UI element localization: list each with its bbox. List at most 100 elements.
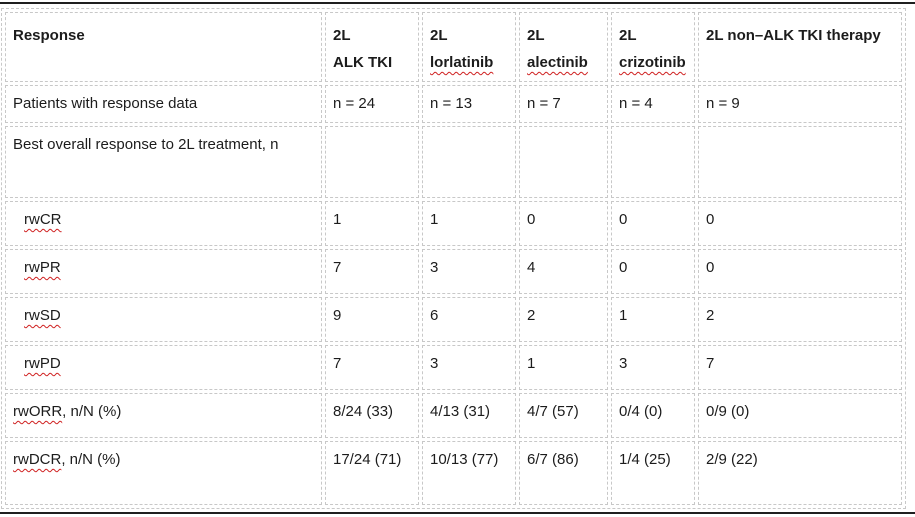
- value-cell: [519, 126, 608, 198]
- cell-value: 7: [333, 259, 342, 276]
- cell-value: 2: [706, 307, 715, 324]
- value-cell: 2: [519, 297, 608, 342]
- bottom-rule: [0, 512, 915, 514]
- row-label-cell: rwSD: [5, 297, 322, 342]
- cell-value: 0: [706, 259, 715, 276]
- value-cell: [422, 126, 516, 198]
- header-label-line2-misspelled: lorlatinib: [430, 54, 494, 71]
- row-label-cell: rwORR, n/N (%): [5, 393, 322, 438]
- row-patients-with-response-data: Patients with response data n = 24 n = 1…: [5, 85, 902, 123]
- row-rwpr: rwPR 7 3 4 0 0: [5, 249, 902, 294]
- value-cell: 0: [698, 249, 902, 294]
- value-cell: n = 7: [519, 85, 608, 123]
- cell-value: 17/24 (71): [333, 451, 402, 468]
- cell-value: 0: [619, 211, 628, 228]
- row-label-cell: Best overall response to 2L treatment, n: [5, 126, 322, 198]
- cell-value: 3: [430, 259, 439, 276]
- row-label-text: , n/N (%): [61, 451, 121, 468]
- value-cell: 0: [611, 249, 695, 294]
- header-label-line2: ALK TKI: [333, 54, 393, 71]
- cell-value: 0/4 (0): [619, 403, 663, 420]
- cell-value: 6/7 (86): [527, 451, 579, 468]
- header-2l-alectinib: 2L alectinib: [519, 12, 608, 82]
- cell-value: 0/9 (0): [706, 403, 750, 420]
- row-label-misspelled-part: rwCR: [24, 211, 62, 228]
- value-cell: 4/7 (57): [519, 393, 608, 438]
- header-2l-non-alk-tki-therapy: 2L non–ALK TKI therapy: [698, 12, 902, 82]
- row-label-text: Patients with response data: [13, 95, 198, 112]
- value-cell: 10/13 (77): [422, 441, 516, 505]
- row-label-misspelled-part: rwDCR: [13, 451, 62, 468]
- header-label: Response: [13, 27, 85, 44]
- header-row: Response 2L ALK TKI 2L lorlatinib 2L ale…: [5, 12, 902, 82]
- header-label-line1: 2L: [333, 27, 351, 44]
- header-label-line1: 2L: [527, 27, 545, 44]
- value-cell: 1: [519, 345, 608, 390]
- cell-value: 7: [706, 355, 715, 372]
- value-cell: 0: [519, 201, 608, 246]
- value-cell: 4: [519, 249, 608, 294]
- header-label-line1: 2L non–ALK TKI therapy: [706, 27, 881, 44]
- row-rwcr: rwCR 1 1 0 0 0: [5, 201, 902, 246]
- value-cell: [698, 126, 902, 198]
- header-2l-alk-tki: 2L ALK TKI: [325, 12, 419, 82]
- row-rwpd: rwPD 7 3 1 3 7: [5, 345, 902, 390]
- value-cell: 7: [698, 345, 902, 390]
- cell-value: n = 4: [619, 95, 653, 112]
- cell-value: 0: [619, 259, 628, 276]
- cell-value: 2: [527, 307, 536, 324]
- row-label-cell: Patients with response data: [5, 85, 322, 123]
- row-rwdcr: rwDCR, n/N (%) 17/24 (71) 10/13 (77) 6/7…: [5, 441, 902, 505]
- value-cell: 0: [611, 201, 695, 246]
- cell-value: 3: [619, 355, 628, 372]
- cell-value: 1: [333, 211, 342, 228]
- cell-value: 1: [430, 211, 439, 228]
- value-cell: n = 24: [325, 85, 419, 123]
- value-cell: 6: [422, 297, 516, 342]
- cell-value: 9: [333, 307, 342, 324]
- value-cell: 9: [325, 297, 419, 342]
- value-cell: 0: [698, 201, 902, 246]
- cell-value: n = 9: [706, 95, 740, 112]
- cell-value: 0: [706, 211, 715, 228]
- row-label-cell: rwDCR, n/N (%): [5, 441, 322, 505]
- value-cell: 17/24 (71): [325, 441, 419, 505]
- table-container: Response 2L ALK TKI 2L lorlatinib 2L ale…: [0, 4, 915, 512]
- value-cell: 7: [325, 345, 419, 390]
- cell-value: 10/13 (77): [430, 451, 499, 468]
- header-response: Response: [5, 12, 322, 82]
- cell-value: n = 7: [527, 95, 561, 112]
- value-cell: 3: [422, 249, 516, 294]
- cell-value: 2/9 (22): [706, 451, 758, 468]
- value-cell: 3: [611, 345, 695, 390]
- header-label-line2-misspelled: crizotinib: [619, 54, 686, 71]
- cell-value: 8/24 (33): [333, 403, 394, 420]
- cell-value: 7: [333, 355, 342, 372]
- header-label-line1: 2L: [430, 27, 448, 44]
- cell-value: n = 24: [333, 95, 376, 112]
- value-cell: [611, 126, 695, 198]
- row-best-overall-response: Best overall response to 2L treatment, n: [5, 126, 902, 198]
- header-label-line2-misspelled: alectinib: [527, 54, 588, 71]
- row-label-cell: rwPR: [5, 249, 322, 294]
- row-label-misspelled-part: rwORR: [13, 403, 63, 420]
- cell-value: 4: [527, 259, 536, 276]
- row-label-misspelled-part: rwPR: [24, 259, 61, 276]
- cell-value: 3: [430, 355, 439, 372]
- value-cell: 2/9 (22): [698, 441, 902, 505]
- cell-value: n = 13: [430, 95, 473, 112]
- cell-value: 4/7 (57): [527, 403, 579, 420]
- header-2l-lorlatinib: 2L lorlatinib: [422, 12, 516, 82]
- value-cell: 3: [422, 345, 516, 390]
- value-cell: 6/7 (86): [519, 441, 608, 505]
- value-cell: 1/4 (25): [611, 441, 695, 505]
- cell-value: 1/4 (25): [619, 451, 671, 468]
- value-cell: 7: [325, 249, 419, 294]
- response-outcomes-table: Response 2L ALK TKI 2L lorlatinib 2L ale…: [1, 8, 906, 509]
- value-cell: 1: [422, 201, 516, 246]
- value-cell: 2: [698, 297, 902, 342]
- row-label-misspelled-part: rwPD: [24, 355, 61, 372]
- value-cell: 0/4 (0): [611, 393, 695, 438]
- row-label-text: Best overall response to 2L treatment, n: [13, 136, 279, 153]
